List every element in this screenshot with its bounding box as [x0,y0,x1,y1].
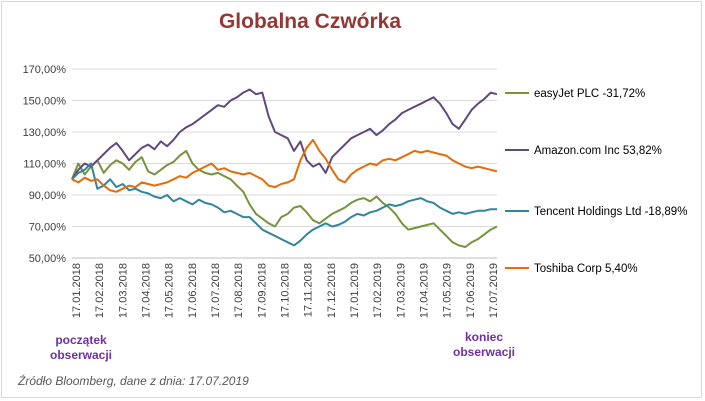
x-tick-label: 17.07.2019 [488,263,500,318]
x-tick-label: 17.03.2018 [117,263,129,318]
y-tick-label: 50,00% [29,253,67,265]
x-tick-label: 17.12.2018 [326,263,338,318]
x-tick-label: 17.07.2018 [210,263,222,318]
start-annotation-line-2: obserwacji [49,348,113,362]
x-tick-label: 17.09.2018 [256,263,268,318]
source-note: Źródło Bloomberg, dane z dnia: 17.07.201… [18,374,249,388]
legend-label-1: Amazon.com Inc 53,82% [534,145,662,157]
end-annotation: koniec obserwacji [446,330,522,360]
series-line-2 [71,162,497,247]
series-line-1 [71,88,498,180]
x-tick-label: 17.11.2018 [303,263,315,317]
x-tick-label: 17.02.2018 [94,263,106,318]
series-line-0 [71,149,498,248]
y-tick-label: 90,00% [29,190,67,202]
series-line-3 [71,138,498,193]
x-tick-label: 17.03.2019 [395,263,407,318]
end-annotation-line-1: koniec [464,330,503,344]
x-tick-label: 17.05.2019 [442,263,454,318]
y-tick-label: 130,00% [23,127,67,139]
x-tick-label: 17.10.2018 [280,263,292,318]
x-tick-label: 17.06.2018 [187,263,199,318]
start-annotation-line-1: początek [55,333,107,347]
x-tick-label: 17.02.2019 [372,263,384,318]
chart-title: Globalna Czwórka [218,10,402,33]
legend-label-2: Tencent Holdings Ltd -18,89% [534,206,687,218]
start-annotation: początek obserwacji [46,333,116,363]
x-tick-label: 17.04.2019 [419,263,431,318]
y-tick-label: 110,00% [23,159,66,171]
x-tick-label: 17.08.2018 [233,263,245,318]
legend-label-0: easyJet PLC -31,72% [534,88,645,100]
x-tick-label: 17.05.2018 [164,263,176,318]
y-tick-label: 170,00% [23,64,67,76]
y-tick-label: 150,00% [23,96,67,108]
x-tick-label: 17.01.2018 [71,263,83,318]
x-tick-label: 17.04.2018 [141,263,153,318]
y-tick-label: 70,00% [29,222,67,234]
x-tick-label: 17.01.2019 [349,263,361,318]
legend-label-3: Toshiba Corp 5,40% [534,263,638,275]
end-annotation-line-2: obserwacji [452,345,516,359]
x-tick-label: 17.06.2019 [465,263,477,318]
